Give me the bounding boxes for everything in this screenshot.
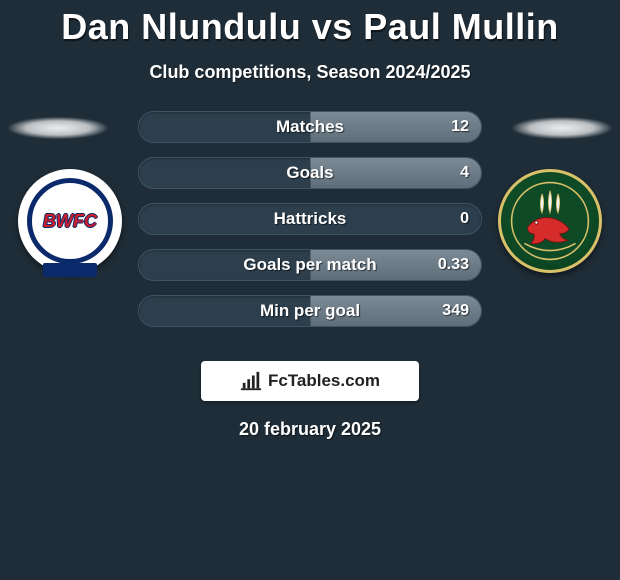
- comparison-bars: 12Matches 4Goals 0Hattricks 0.33Goals per m…: [138, 111, 482, 341]
- bar-value-right: 12: [451, 112, 469, 142]
- watermark: FcTables.com: [201, 361, 419, 401]
- club-crest-right: [498, 169, 602, 273]
- comparison-date: 20 february 2025: [0, 419, 620, 440]
- crest-left-ribbon: [43, 263, 97, 277]
- bar-fill-right: [310, 158, 481, 188]
- bolton-crest-icon: BWFC: [27, 178, 113, 264]
- bar-fill-left: [139, 112, 140, 142]
- club-crest-left: BWFC: [18, 169, 122, 273]
- bar-value-right: 4: [460, 158, 469, 188]
- bar-value-right: 349: [442, 296, 469, 326]
- highlight-ellipse-right: [512, 117, 612, 139]
- bar-row: 0.33Goals per match: [138, 249, 482, 281]
- subtitle: Club competitions, Season 2024/2025: [0, 62, 620, 83]
- bar-row: 0Hattricks: [138, 203, 482, 235]
- crest-left-letters: BWFC: [43, 211, 97, 232]
- bar-fill-left: [139, 250, 140, 280]
- wrexham-crest-icon: [510, 181, 590, 261]
- highlight-ellipse-left: [8, 117, 108, 139]
- bar-fill-left: [139, 296, 140, 326]
- bar-fill-left: [139, 204, 140, 234]
- page-title: Dan Nlundulu vs Paul Mullin: [0, 0, 620, 48]
- bar-row: 349Min per goal: [138, 295, 482, 327]
- bar-label: Hattricks: [139, 204, 481, 234]
- bar-fill-left: [139, 158, 140, 188]
- bar-row: 12Matches: [138, 111, 482, 143]
- bar-row: 4Goals: [138, 157, 482, 189]
- watermark-text: FcTables.com: [268, 371, 380, 391]
- bar-value-right: 0: [460, 204, 469, 234]
- bar-chart-icon: [240, 370, 262, 392]
- bar-fill-right: [480, 204, 481, 234]
- bar-value-right: 0.33: [438, 250, 469, 280]
